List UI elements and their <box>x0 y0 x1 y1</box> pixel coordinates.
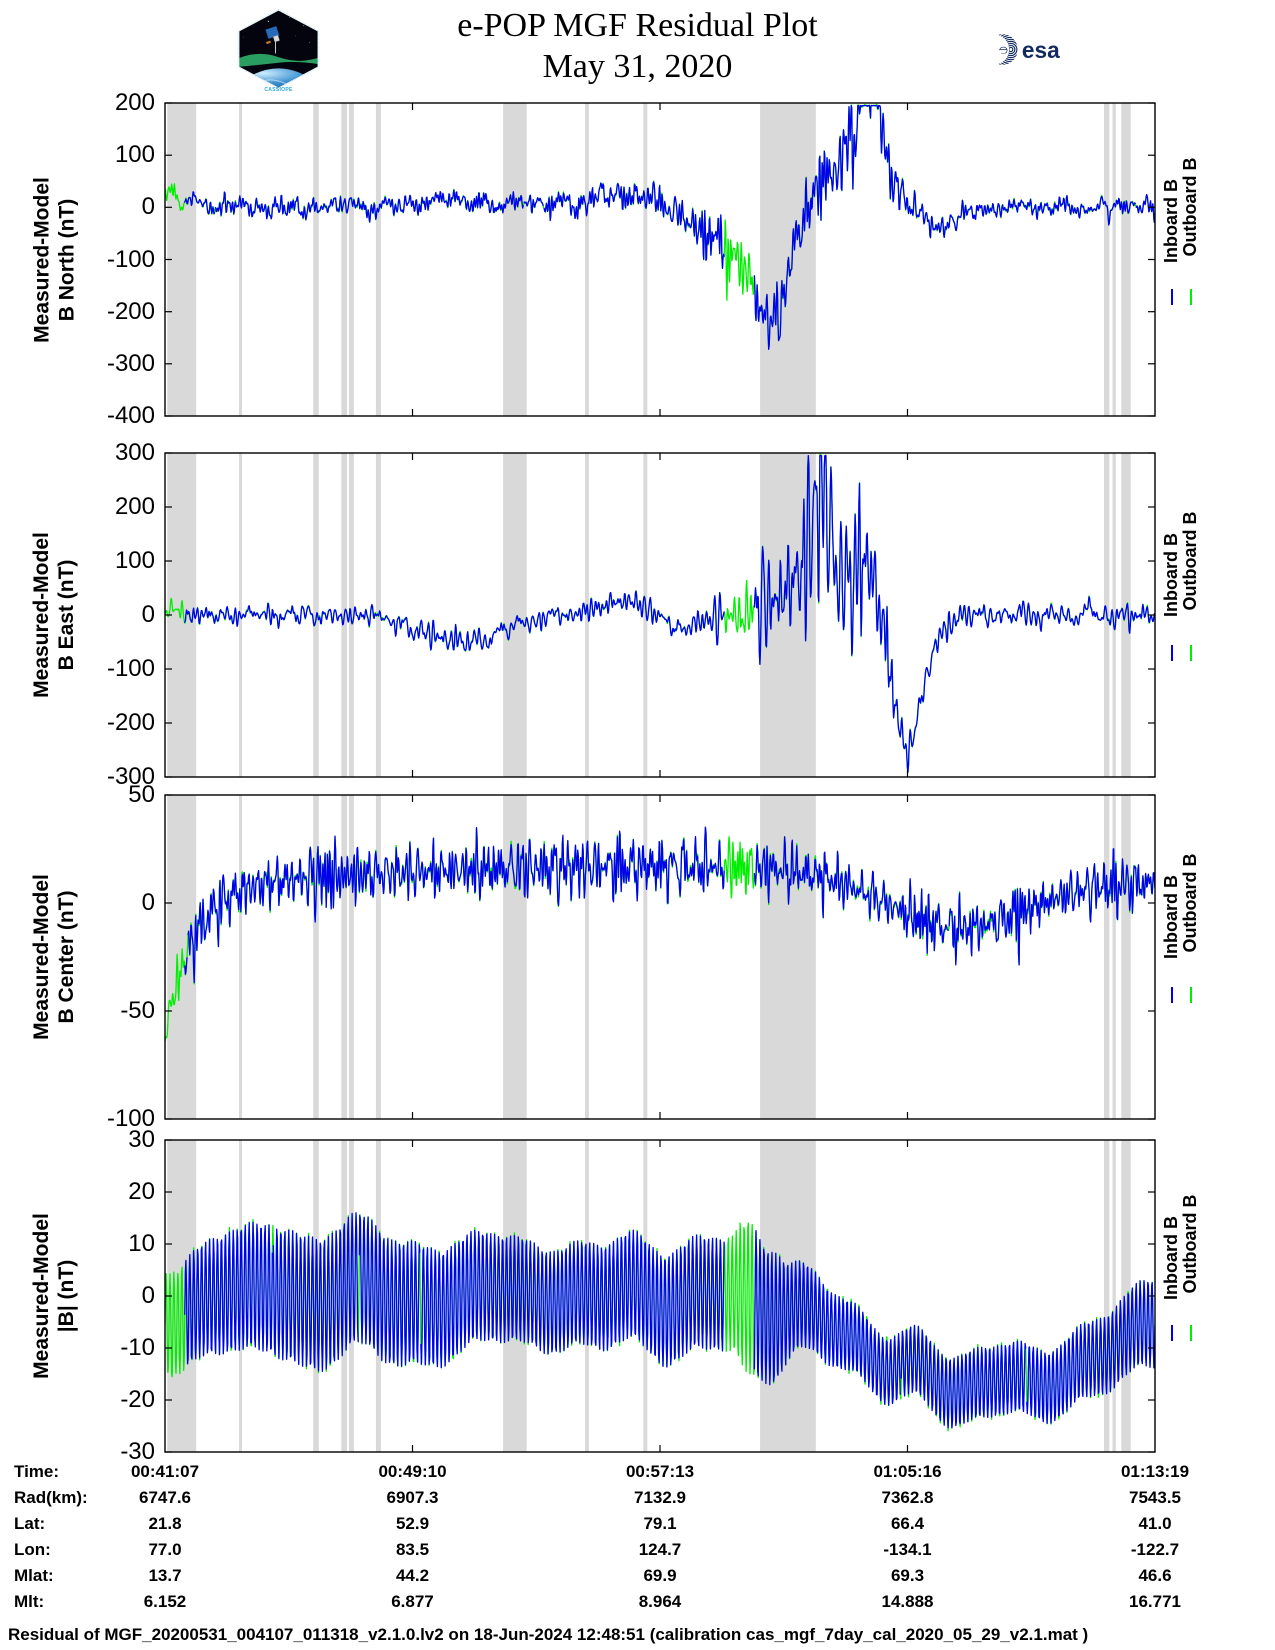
svg-text:CASSIOPE: CASSIOPE <box>264 87 293 93</box>
svg-text:esa: esa <box>1022 37 1060 63</box>
